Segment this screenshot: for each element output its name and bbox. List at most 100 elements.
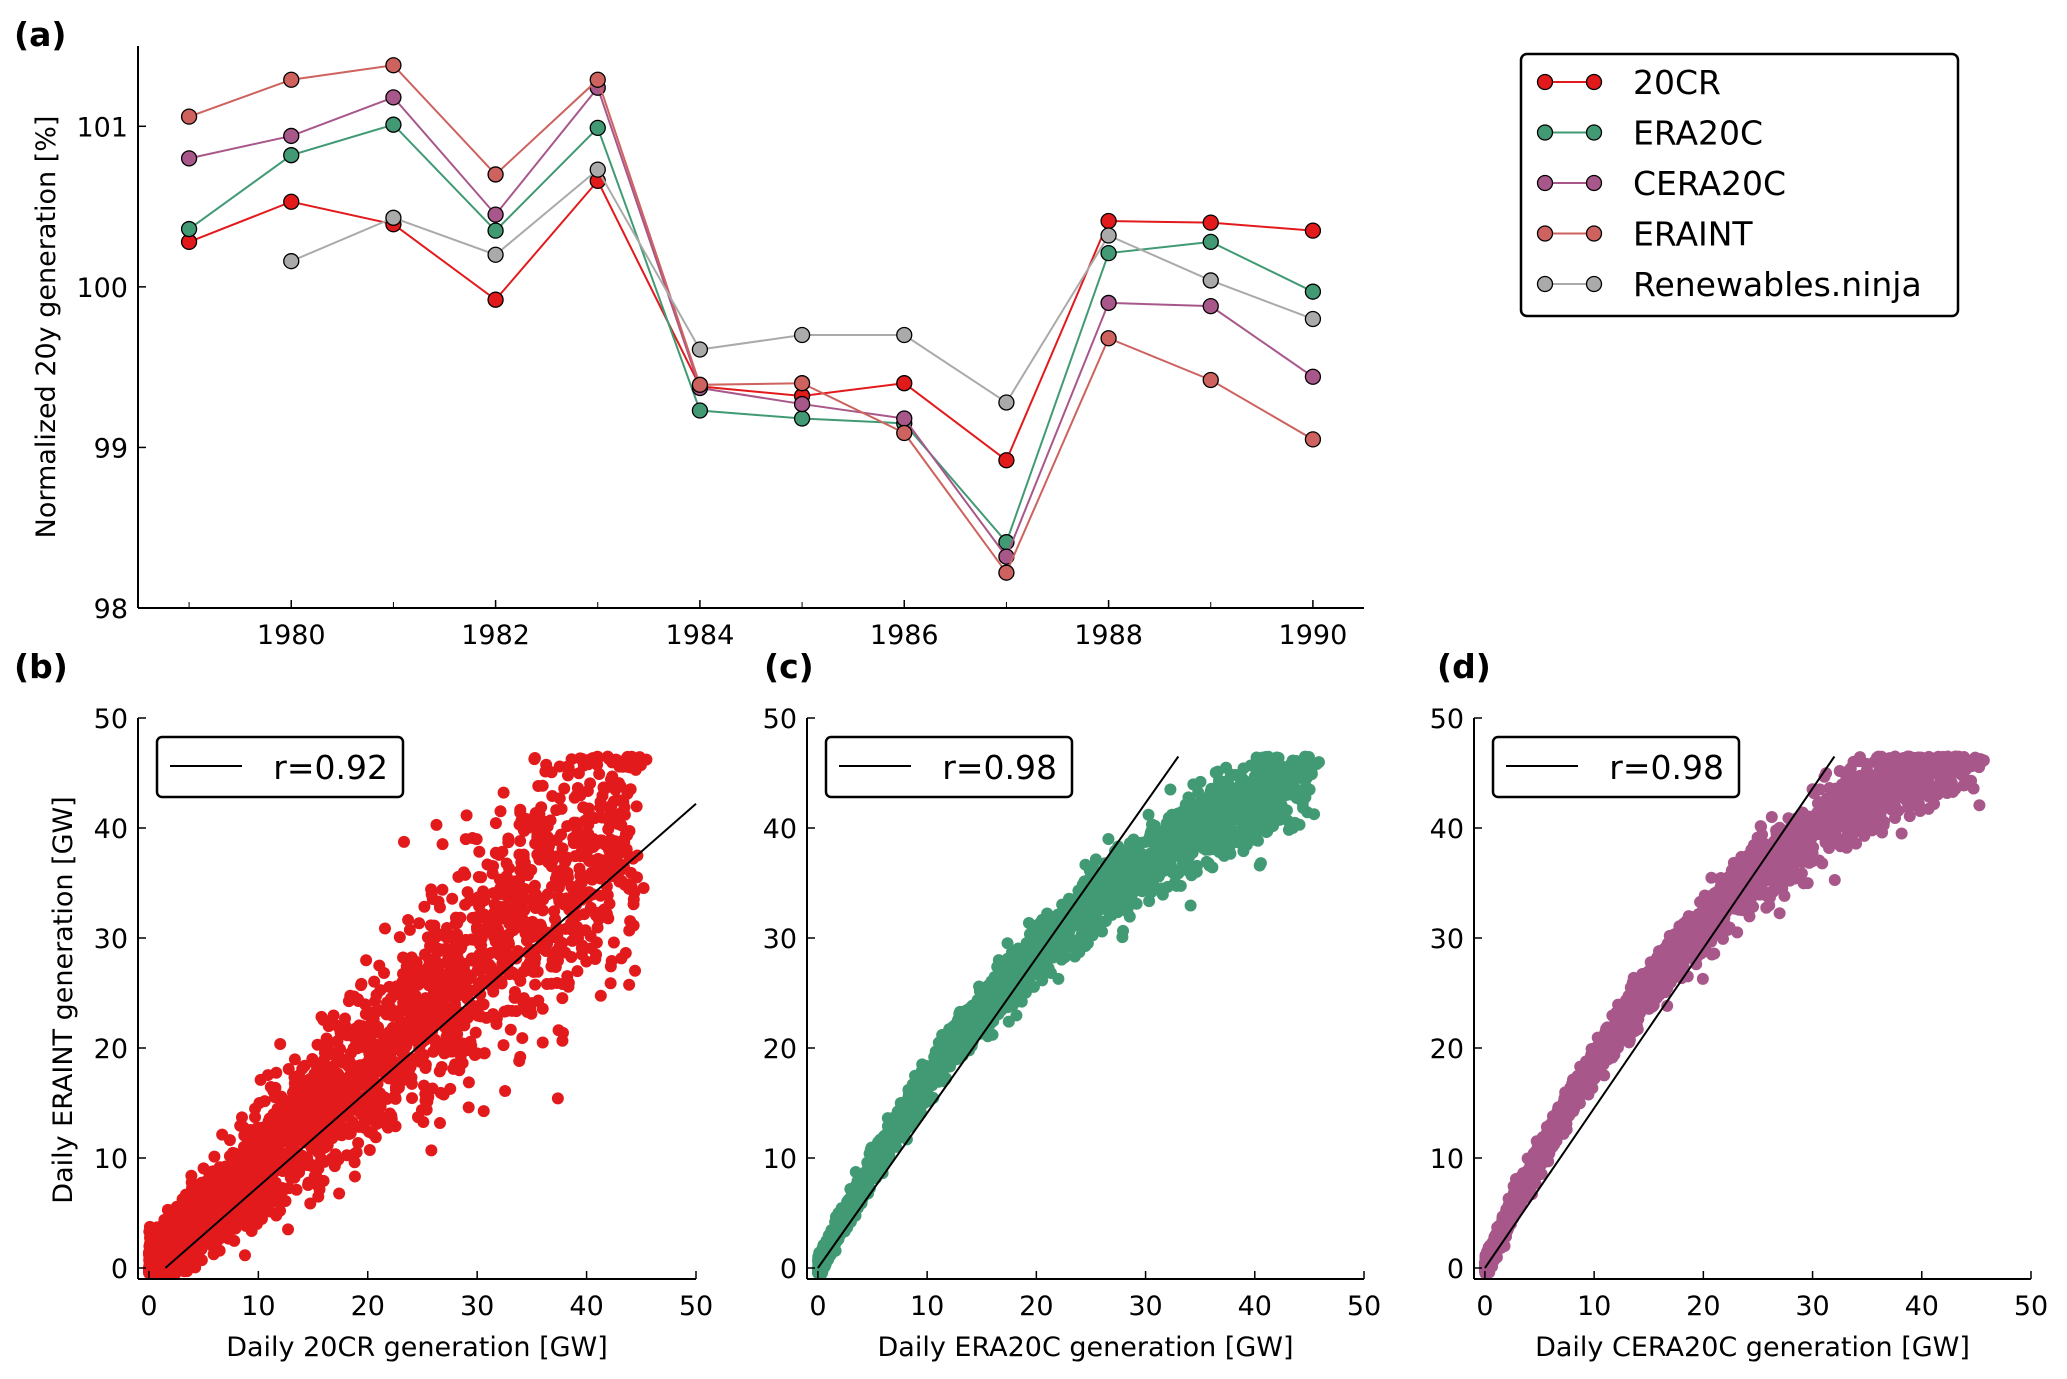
scatter-point [425,1144,438,1157]
scatter-point [398,1042,411,1055]
scatter-point [1164,783,1177,796]
legend: r=0.92 [155,735,405,799]
scatter-point [406,986,419,999]
scatter-point [1203,859,1216,872]
scatter-point [1116,931,1129,944]
scatter-point [214,1194,227,1207]
data-point [487,206,504,223]
scatter-point [405,1092,418,1105]
scatter-point [534,931,547,944]
scatter-point [258,1095,271,1108]
scatter-point [286,1127,299,1140]
scatter-point [470,932,483,945]
data-point [385,209,402,226]
scatter-point [424,1005,437,1018]
data-point [487,166,504,183]
scatter-point [267,1112,280,1125]
scatter-point [279,1194,292,1207]
scatter-point [586,752,599,765]
scatter-point [584,777,597,790]
scatter-point [360,954,373,967]
scatter-point [510,952,523,965]
series-ERA20C [180,116,1322,551]
scatter-point [550,977,563,990]
scatter-point [585,866,598,879]
scatter-point [562,980,575,993]
scatter-points [811,750,1325,1280]
scatter-point [223,1150,236,1163]
scatter-point [437,1088,450,1101]
data-point [793,410,811,427]
scatter-point [208,1150,221,1163]
scatter-point [304,1073,317,1086]
scatter-point [223,1134,236,1147]
scatter-point [568,791,581,804]
data-point [1202,233,1219,251]
scatter-point [320,1037,333,1050]
scatter-point [449,998,462,1011]
scatter-point [261,1069,274,1082]
scatter-point [319,1075,332,1088]
scatter-point [536,1002,549,1015]
data-point [1100,294,1117,312]
scatter-point [605,799,618,812]
data-point [487,291,504,308]
y-tick-label: 98 [94,594,128,625]
scatter-point [274,1100,287,1113]
scatter-point [436,883,449,896]
legend-marker [1536,174,1554,192]
x-tick-label: 40 [569,1291,603,1322]
data-point [283,253,300,270]
scatter-point [446,892,459,905]
scatter-point [151,1228,164,1241]
scatter-point [550,804,563,817]
scatter-point [576,942,589,955]
scatter-point [478,1047,491,1060]
scatter-point [1272,799,1285,812]
scatter-point [506,1004,519,1017]
data-point [691,402,709,419]
scatter-point [525,812,538,825]
data-point [385,57,402,74]
scatter-point [540,945,553,958]
scatter-point [340,1149,353,1162]
scatter-point [531,848,544,861]
legend-marker [1585,275,1603,293]
scatter-point [371,1042,384,1055]
data-point [998,394,1015,411]
legend-marker [1536,225,1554,242]
scatter-point [332,1077,345,1090]
data-point [180,150,198,167]
data-point [1202,371,1219,389]
scatter-point [624,753,637,766]
scatter-point [534,918,547,931]
scatter-point [359,1021,372,1034]
scatter-point [605,773,618,786]
data-point [1100,227,1117,244]
scatter-point [477,1105,490,1118]
data-point [1304,310,1322,328]
scatter-point [220,1178,233,1191]
scatter-point [584,901,597,914]
scatter-point [469,1026,482,1039]
scatter-point [577,836,590,849]
scatter-point [284,1112,297,1125]
scatter-point [640,753,653,766]
scatter-point [497,1039,510,1052]
scatter-point [296,1132,309,1145]
legend-marker [1585,174,1603,192]
scatter-point [1081,937,1094,950]
scatter-point [485,946,498,959]
x-tick-label: 0 [140,1291,157,1322]
scatter-point [427,985,440,998]
scatter-point [475,871,488,884]
legend-marker [1536,124,1554,141]
data-point [283,71,300,88]
scatter-point [1184,899,1197,912]
y-axis-label: Daily ERAINT generation [GW] [48,796,79,1203]
scatter-point [1290,792,1303,805]
x-tick-label: 1982 [461,620,530,651]
scatter-point [373,959,386,972]
scatter-point [209,1177,222,1190]
